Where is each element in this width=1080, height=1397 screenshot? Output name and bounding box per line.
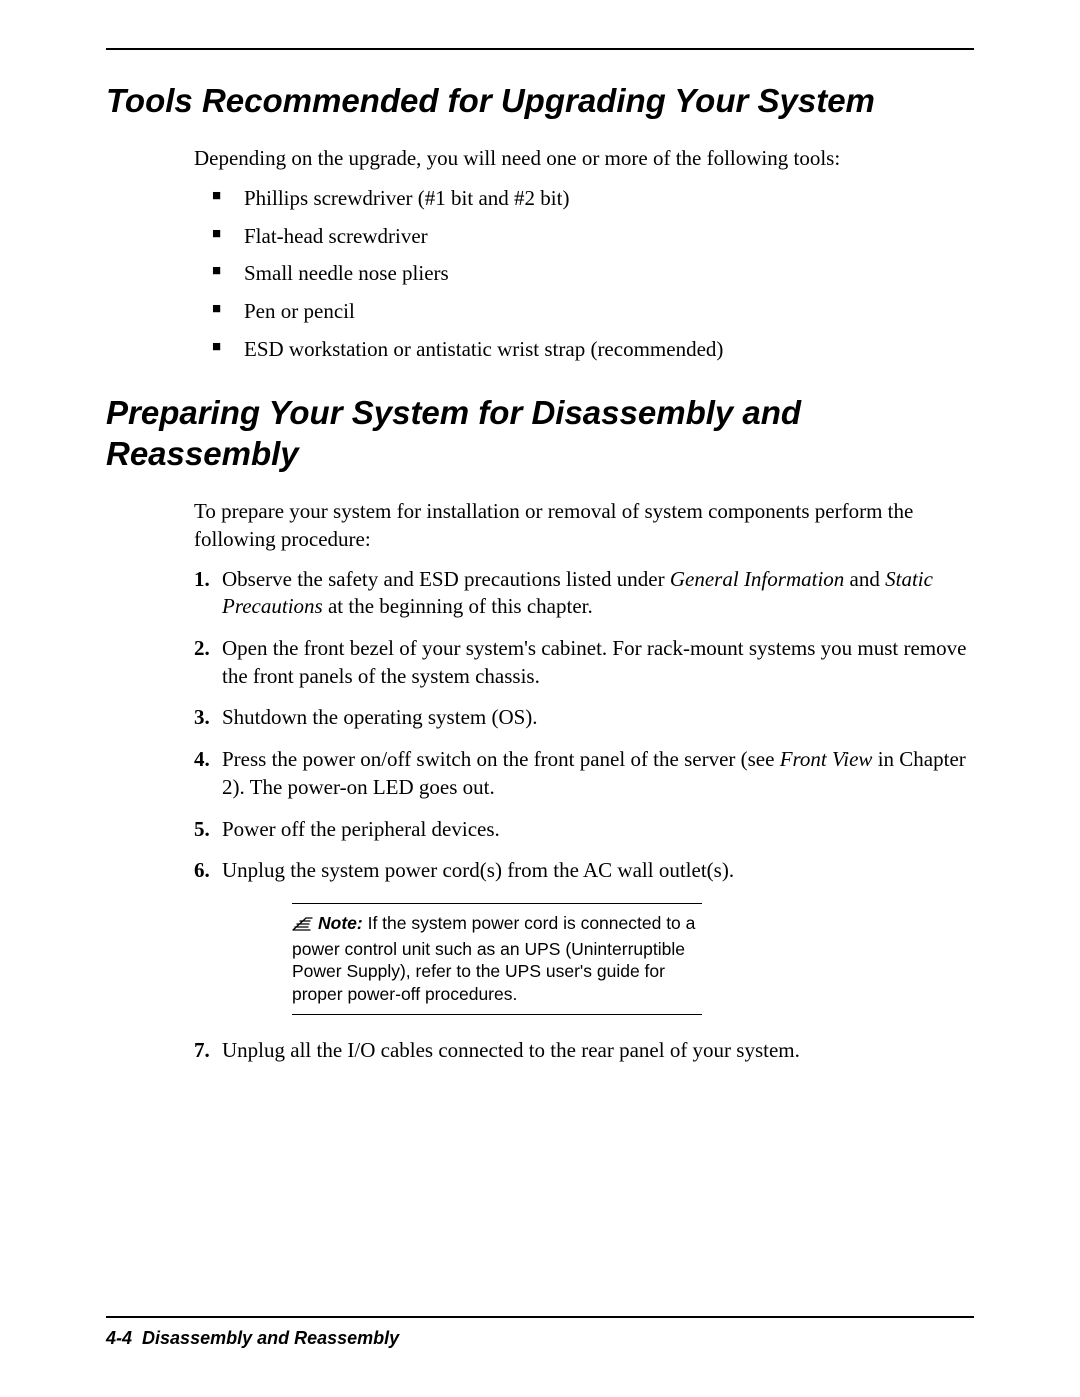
rule-top bbox=[106, 48, 974, 50]
page-footer: 4-4 Disassembly and Reassembly bbox=[106, 1316, 974, 1349]
section-preparing-body: To prepare your system for installation … bbox=[106, 498, 974, 1065]
footer-title: Disassembly and Reassembly bbox=[142, 1328, 399, 1348]
document-page: Tools Recommended for Upgrading Your Sys… bbox=[0, 0, 1080, 1397]
note-icon bbox=[292, 915, 314, 938]
step-item: 4. Press the power on/off switch on the … bbox=[222, 746, 974, 801]
step-text: Power off the peripheral devices. bbox=[222, 817, 500, 841]
intro-tools: Depending on the upgrade, you will need … bbox=[194, 145, 974, 173]
note-label: Note: bbox=[318, 913, 363, 933]
rule-bottom bbox=[106, 1316, 974, 1318]
list-item: Pen or pencil bbox=[244, 298, 974, 326]
list-item: Small needle nose pliers bbox=[244, 260, 974, 288]
list-item: Flat-head screwdriver bbox=[244, 223, 974, 251]
tools-list: Phillips screwdriver (#1 bit and #2 bit)… bbox=[194, 185, 974, 364]
intro-preparing: To prepare your system for installation … bbox=[194, 498, 974, 553]
step-number: 7. bbox=[194, 1037, 210, 1065]
step-number: 6. bbox=[194, 857, 210, 885]
section-tools-body: Depending on the upgrade, you will need … bbox=[106, 145, 974, 363]
step-text: Shutdown the operating system (OS). bbox=[222, 705, 538, 729]
step-item: 3. Shutdown the operating system (OS). bbox=[222, 704, 974, 732]
step-number: 5. bbox=[194, 816, 210, 844]
step-item: 2. Open the front bezel of your system's… bbox=[222, 635, 974, 690]
steps-list: 1. Observe the safety and ESD precaution… bbox=[194, 566, 974, 1065]
step-item: 1. Observe the safety and ESD precaution… bbox=[222, 566, 974, 621]
step-text: Unplug all the I/O cables connected to t… bbox=[222, 1038, 800, 1062]
step-number: 1. bbox=[194, 566, 210, 594]
step-number: 3. bbox=[194, 704, 210, 732]
heading-preparing: Preparing Your System for Disassembly an… bbox=[106, 392, 974, 475]
step-item: 7. Unplug all the I/O cables connected t… bbox=[222, 1037, 974, 1065]
footer-page-number: 4-4 bbox=[106, 1328, 132, 1348]
step-item: 6. Unplug the system power cord(s) from … bbox=[222, 857, 974, 1015]
step-item: 5. Power off the peripheral devices. bbox=[222, 816, 974, 844]
list-item: ESD workstation or antistatic wrist stra… bbox=[244, 336, 974, 364]
heading-tools: Tools Recommended for Upgrading Your Sys… bbox=[106, 80, 974, 121]
list-item: Phillips screwdriver (#1 bit and #2 bit) bbox=[244, 185, 974, 213]
step-text: Observe the safety and ESD precautions l… bbox=[222, 567, 933, 619]
step-text: Press the power on/off switch on the fro… bbox=[222, 747, 966, 799]
step-text: Unplug the system power cord(s) from the… bbox=[222, 858, 734, 882]
note-box: Note: If the system power cord is connec… bbox=[292, 903, 702, 1015]
footer-text: 4-4 Disassembly and Reassembly bbox=[106, 1328, 974, 1349]
step-number: 4. bbox=[194, 746, 210, 774]
step-number: 2. bbox=[194, 635, 210, 663]
step-text: Open the front bezel of your system's ca… bbox=[222, 636, 966, 688]
